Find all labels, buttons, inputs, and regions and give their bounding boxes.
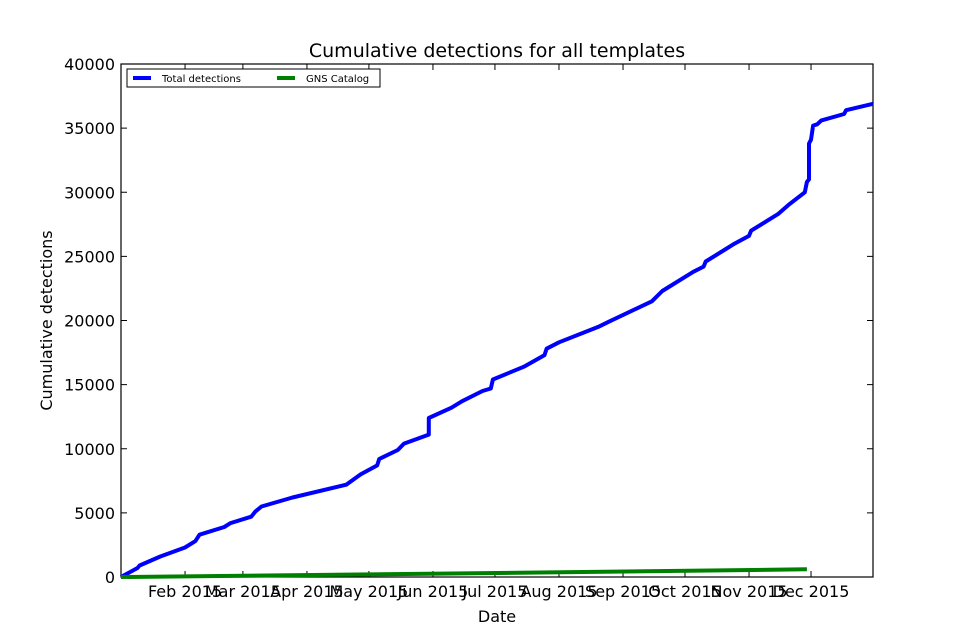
y-tick-label: 25000: [64, 247, 115, 266]
y-tick-label: 40000: [64, 55, 115, 74]
y-tick-label: 20000: [64, 312, 115, 331]
y-axis: 0 5000 10000 15000 20000 25000 30000 35000 40000: [64, 55, 873, 587]
y-tick-label: 10000: [64, 440, 115, 459]
y-axis-label: Cumulative detections: [37, 230, 56, 410]
x-tick-label: Jun 2015: [397, 582, 469, 601]
series-line-0: [120, 101, 874, 579]
series-line-1: [120, 567, 807, 579]
x-tick-label: Sep 2015: [585, 582, 661, 601]
x-tick-label: Dec 2015: [773, 582, 850, 601]
x-axis-label: Date: [478, 607, 516, 626]
y-tick-label: 30000: [64, 183, 115, 202]
legend-box: [126, 68, 381, 88]
x-tick-label: Oct 2015: [648, 582, 721, 601]
x-tick-label: Apr 2015: [270, 582, 343, 601]
chart-title: Cumulative detections for all templates: [309, 40, 685, 62]
y-tick-label: 35000: [64, 119, 115, 138]
legend-label: Total detections: [161, 74, 241, 85]
y-tick-label: 5000: [74, 504, 115, 523]
x-tick-label: Nov 2015: [711, 582, 788, 601]
x-tick-label: Mar 2015: [205, 582, 281, 601]
x-tick-label: May 2015: [329, 582, 408, 601]
x-tick-label: Aug 2015: [520, 582, 597, 601]
legend-label: GNS Catalog: [306, 74, 369, 85]
plot-area: 0 5000 10000 15000 20000 25000 30000 35000 40000…: [64, 55, 874, 601]
legend: Total detections GNS Catalog: [126, 68, 381, 88]
series-lines: [120, 101, 874, 579]
y-tick-label: 0: [105, 568, 115, 587]
x-tick-label: Jul 2015: [461, 582, 527, 601]
y-tick-label: 15000: [64, 376, 115, 395]
x-tick-label: Feb 2015: [148, 582, 222, 601]
